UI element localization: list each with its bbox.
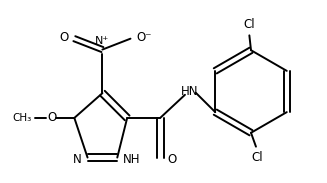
Text: O: O (59, 31, 68, 44)
Text: CH₃: CH₃ (13, 113, 32, 123)
Text: O: O (167, 153, 177, 166)
Text: Cl: Cl (252, 151, 264, 164)
Text: O: O (47, 111, 57, 124)
Text: N: N (73, 153, 82, 166)
Text: N⁺: N⁺ (95, 36, 110, 46)
Text: O⁻: O⁻ (136, 31, 152, 44)
Text: NH: NH (123, 153, 141, 166)
Text: Cl: Cl (244, 18, 255, 31)
Text: HN: HN (181, 85, 199, 98)
